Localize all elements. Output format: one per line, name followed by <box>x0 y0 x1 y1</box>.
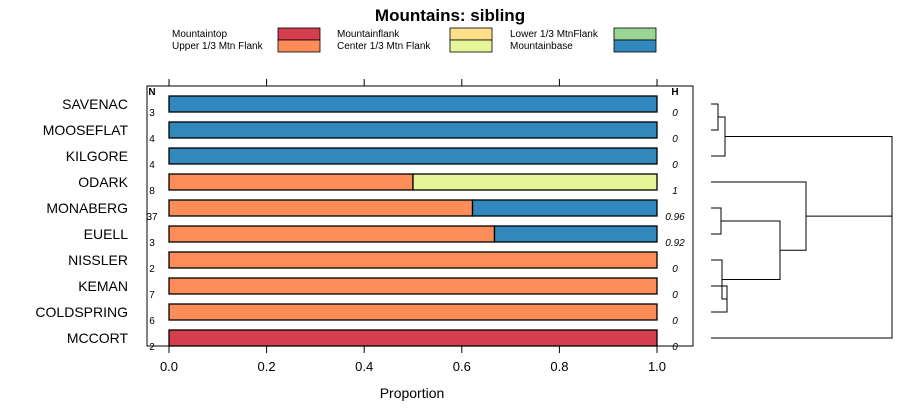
x-tick-label: 1.0 <box>648 359 666 374</box>
bar-segment <box>168 95 658 113</box>
legend-label: Mountainflank <box>337 29 400 40</box>
h-value: 0.92 <box>665 238 685 249</box>
category-label: SAVENAC <box>62 96 128 112</box>
dendrogram-branch <box>711 181 807 251</box>
n-value: 37 <box>146 212 158 223</box>
x-axis-label: Proportion <box>380 385 445 401</box>
category-label: MCCORT <box>67 330 129 346</box>
n-value: 4 <box>149 134 155 145</box>
dendrogram-branch <box>725 136 893 217</box>
h-value: 0 <box>672 290 678 301</box>
x-tick-label: 0.6 <box>453 359 471 374</box>
bar-segment <box>168 277 658 295</box>
h-column-header: H <box>671 87 678 98</box>
bar-segment <box>412 173 658 191</box>
bar-segment <box>168 147 658 165</box>
bar-segment <box>493 225 658 243</box>
n-value: 2 <box>149 342 155 353</box>
legend-swatch <box>277 39 321 53</box>
bar-segment <box>168 199 474 217</box>
n-value: 3 <box>149 108 155 119</box>
bar-segment <box>168 173 414 191</box>
dendrogram-branch <box>711 207 722 235</box>
bar-segment <box>168 303 658 321</box>
n-value: 8 <box>149 186 155 197</box>
bar-rows: SAVENAC 3 0 MOOSEFLAT 4 0 KILGORE 4 0 ODARK 8 1 MONA… <box>35 95 685 353</box>
category-label: ODARK <box>78 174 128 190</box>
legend-swatch <box>613 27 657 41</box>
x-axis: 0.0 0.2 0.4 0.6 0.8 1.0 <box>160 346 666 374</box>
h-value: 0.96 <box>665 212 685 223</box>
h-value: 0 <box>672 342 678 353</box>
bar-segment <box>471 199 658 217</box>
h-value: 0 <box>672 160 678 171</box>
category-label: COLDSPRING <box>35 304 128 320</box>
n-column-header: N <box>148 87 155 98</box>
dendrogram-branch <box>721 220 781 280</box>
legend-label: Upper 1/3 Mtn Flank <box>172 41 264 52</box>
n-value: 7 <box>149 290 155 301</box>
legend-label: Mountainbase <box>510 41 573 52</box>
bar-segment <box>168 329 658 347</box>
legend-swatch <box>613 39 657 53</box>
legend-swatch <box>449 39 493 53</box>
legend-swatch <box>449 27 493 41</box>
category-label: KILGORE <box>66 148 128 164</box>
bar-segment <box>168 225 496 243</box>
category-label: NISSLER <box>68 252 128 268</box>
category-label: MONABERG <box>46 200 128 216</box>
legend-label: Mountaintop <box>172 29 227 40</box>
top-axis-ticks <box>168 79 658 86</box>
dendrogram <box>711 103 893 339</box>
h-value: 0 <box>672 264 678 275</box>
n-value: 4 <box>149 160 155 171</box>
n-value: 6 <box>149 316 155 327</box>
h-value: 0 <box>672 316 678 327</box>
category-label: MOOSEFLAT <box>43 122 129 138</box>
dendrogram-branch <box>711 176 893 339</box>
h-value: 0 <box>672 134 678 145</box>
dendrogram-branch <box>711 103 719 131</box>
legend-label: Lower 1/3 MtnFlank <box>510 29 599 40</box>
category-label: KEMAN <box>78 278 128 294</box>
bar-segment <box>168 121 658 139</box>
h-value: 0 <box>672 108 678 119</box>
chart-title: Mountains: sibling <box>375 6 525 25</box>
category-label: EUELL <box>84 226 129 242</box>
legend-label: Center 1/3 Mtn Flank <box>337 41 431 52</box>
x-tick-label: 0.4 <box>355 359 373 374</box>
n-value: 2 <box>149 264 155 275</box>
bar-segment <box>168 251 658 269</box>
legend-swatch <box>277 27 321 41</box>
x-tick-label: 0.8 <box>550 359 568 374</box>
x-tick-label: 0.2 <box>258 359 276 374</box>
h-value: 1 <box>672 186 678 197</box>
x-tick-label: 0.0 <box>160 359 178 374</box>
n-value: 3 <box>149 238 155 249</box>
